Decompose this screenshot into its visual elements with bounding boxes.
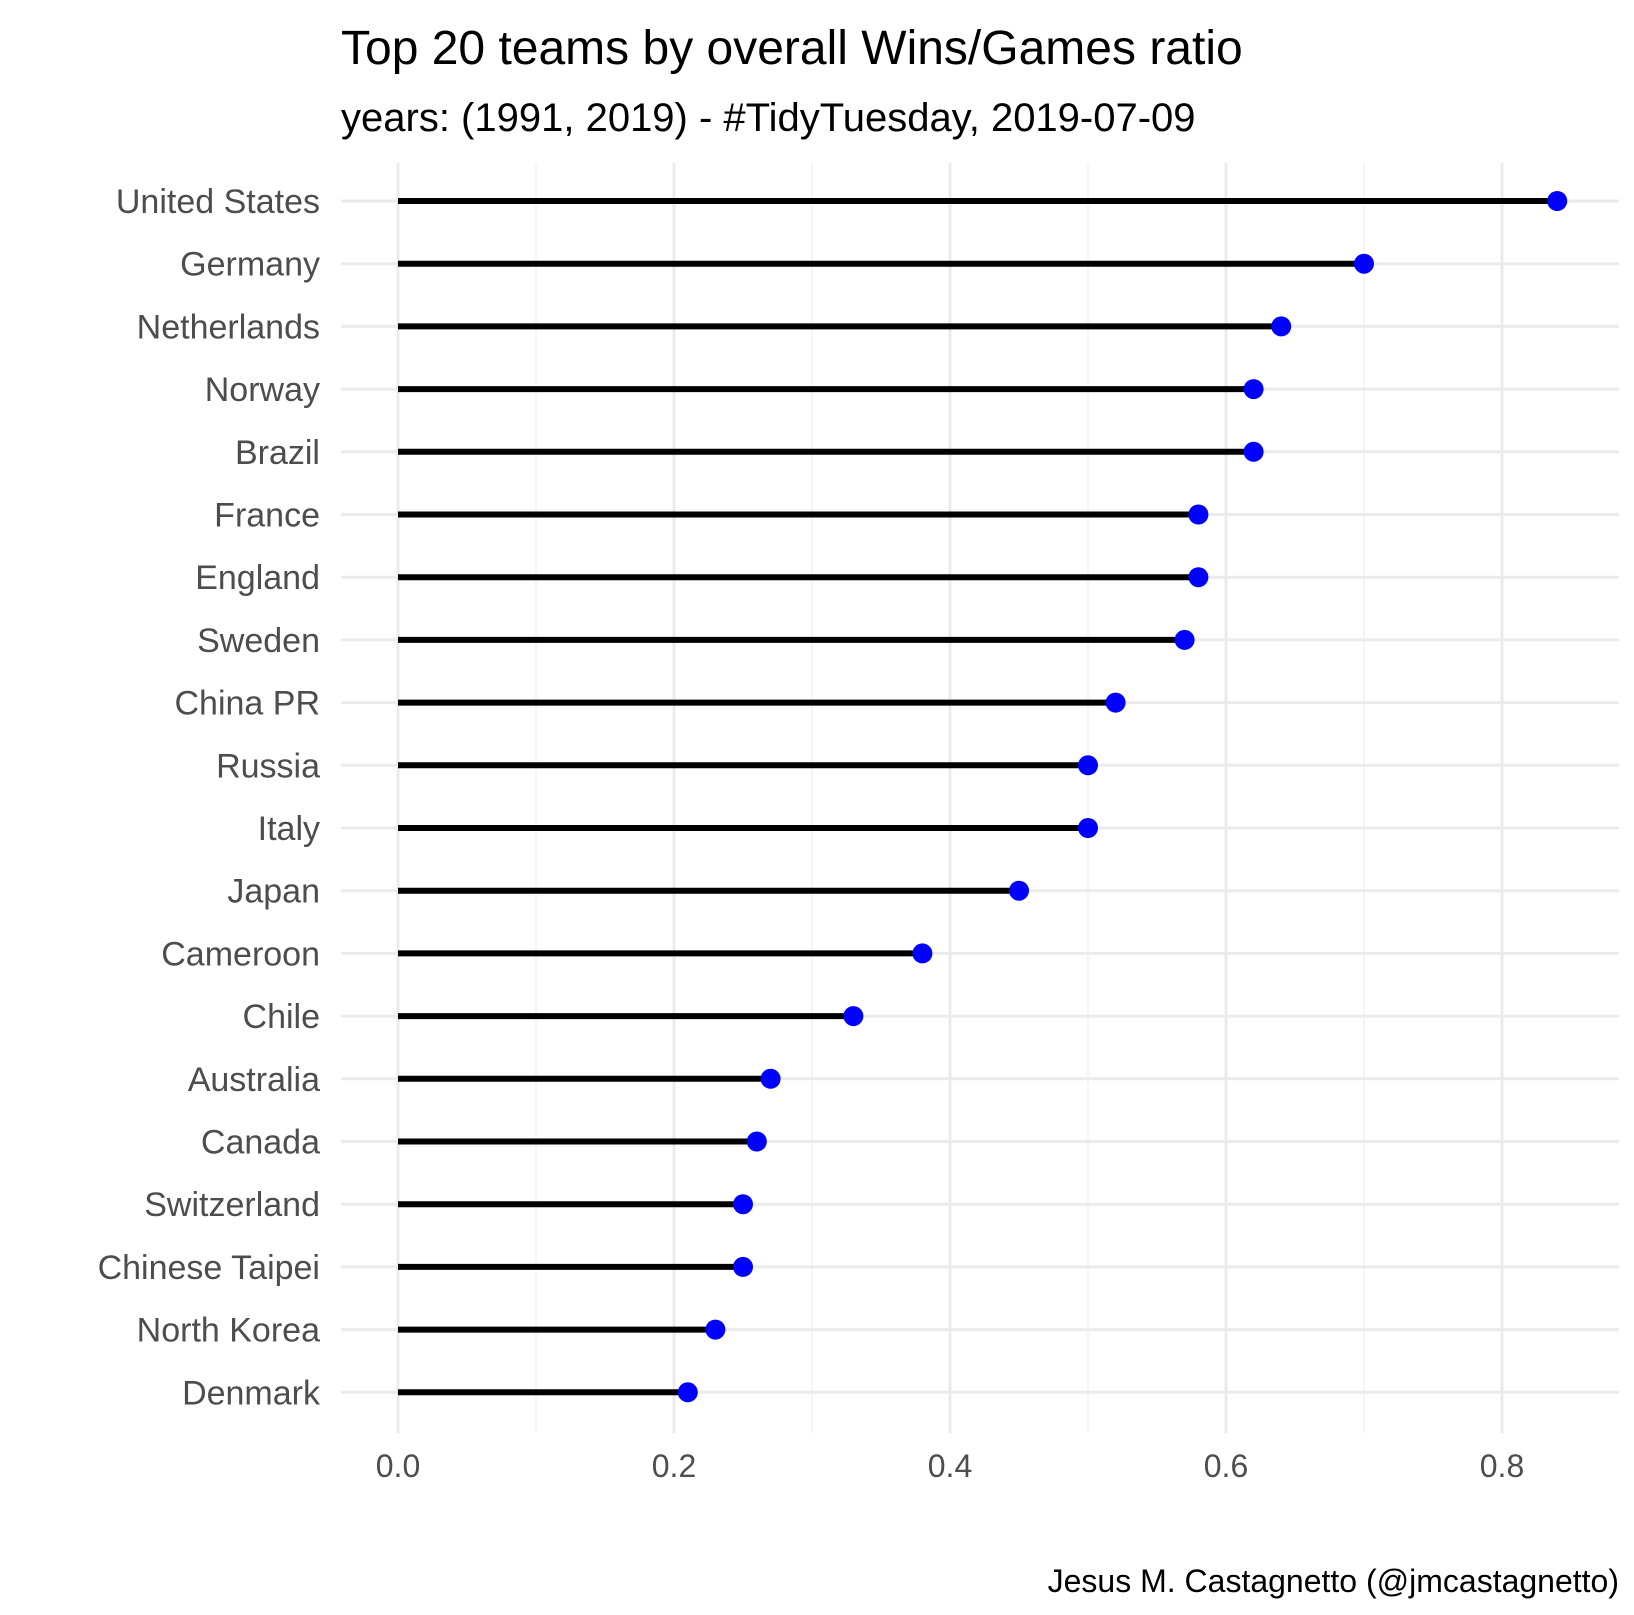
data-point (843, 1006, 864, 1027)
y-tick-label: Australia (188, 1061, 320, 1099)
y-tick-label: Chinese Taipei (98, 1249, 320, 1287)
x-tick-label: 0.0 (376, 1448, 420, 1484)
grid (341, 163, 1619, 1433)
y-tick-label: Switzerland (144, 1186, 320, 1224)
data-point (1354, 253, 1374, 274)
x-axis: 0.0 0.2 0.4 0.6 0.8 (376, 1448, 1524, 1484)
data-point (1547, 191, 1568, 211)
data-point (1243, 379, 1264, 400)
chart-caption: Jesus M. Castagnetto (@jmcastagnetto) (1048, 1563, 1619, 1599)
x-tick-label: 0.4 (928, 1448, 972, 1484)
x-tick-label: 0.8 (1480, 1448, 1524, 1484)
y-tick-label: Germany (180, 246, 320, 284)
data-point (1271, 316, 1292, 337)
y-tick-label: United States (116, 183, 320, 221)
data-point (677, 1382, 698, 1403)
y-tick-label: England (195, 559, 320, 597)
y-tick-label: Chile (243, 998, 320, 1036)
y-tick-label: Russia (216, 747, 320, 785)
data-point (733, 1194, 753, 1215)
data-point (1174, 629, 1195, 650)
y-tick-label: Cameroon (161, 935, 320, 973)
y-tick-label: Sweden (197, 622, 320, 660)
data-point (1105, 692, 1126, 713)
y-tick-label: Canada (201, 1124, 320, 1162)
y-tick-label: Norway (205, 371, 320, 409)
y-axis: United States Germany Netherlands Norway Bra… (98, 183, 321, 1412)
chart-subtitle: years: (1991, 2019) - #TidyTuesday, 2019… (341, 96, 1196, 140)
points (677, 191, 1568, 1403)
y-tick-label: Denmark (182, 1374, 321, 1412)
data-point (1188, 504, 1209, 525)
stems (398, 198, 1558, 1396)
x-tick-label: 0.2 (652, 1448, 696, 1484)
data-point (705, 1319, 726, 1340)
data-point (1078, 755, 1098, 776)
data-point (1188, 567, 1209, 588)
y-tick-label: Netherlands (137, 308, 320, 346)
data-point (760, 1068, 781, 1089)
x-tick-label: 0.6 (1204, 1448, 1248, 1484)
y-tick-label: China PR (174, 685, 320, 723)
y-tick-label: North Korea (137, 1312, 320, 1350)
chart-title: Top 20 teams by overall Wins/Games ratio (341, 22, 1243, 75)
y-tick-label: France (214, 497, 320, 535)
data-point (746, 1131, 767, 1152)
data-point (733, 1256, 753, 1277)
data-point (1243, 441, 1264, 462)
y-tick-label: Italy (258, 810, 320, 848)
data-point (1009, 880, 1029, 901)
y-tick-label: Brazil (235, 434, 320, 472)
data-point (1078, 818, 1098, 838)
data-point (912, 943, 933, 964)
y-tick-label: Japan (227, 873, 320, 911)
